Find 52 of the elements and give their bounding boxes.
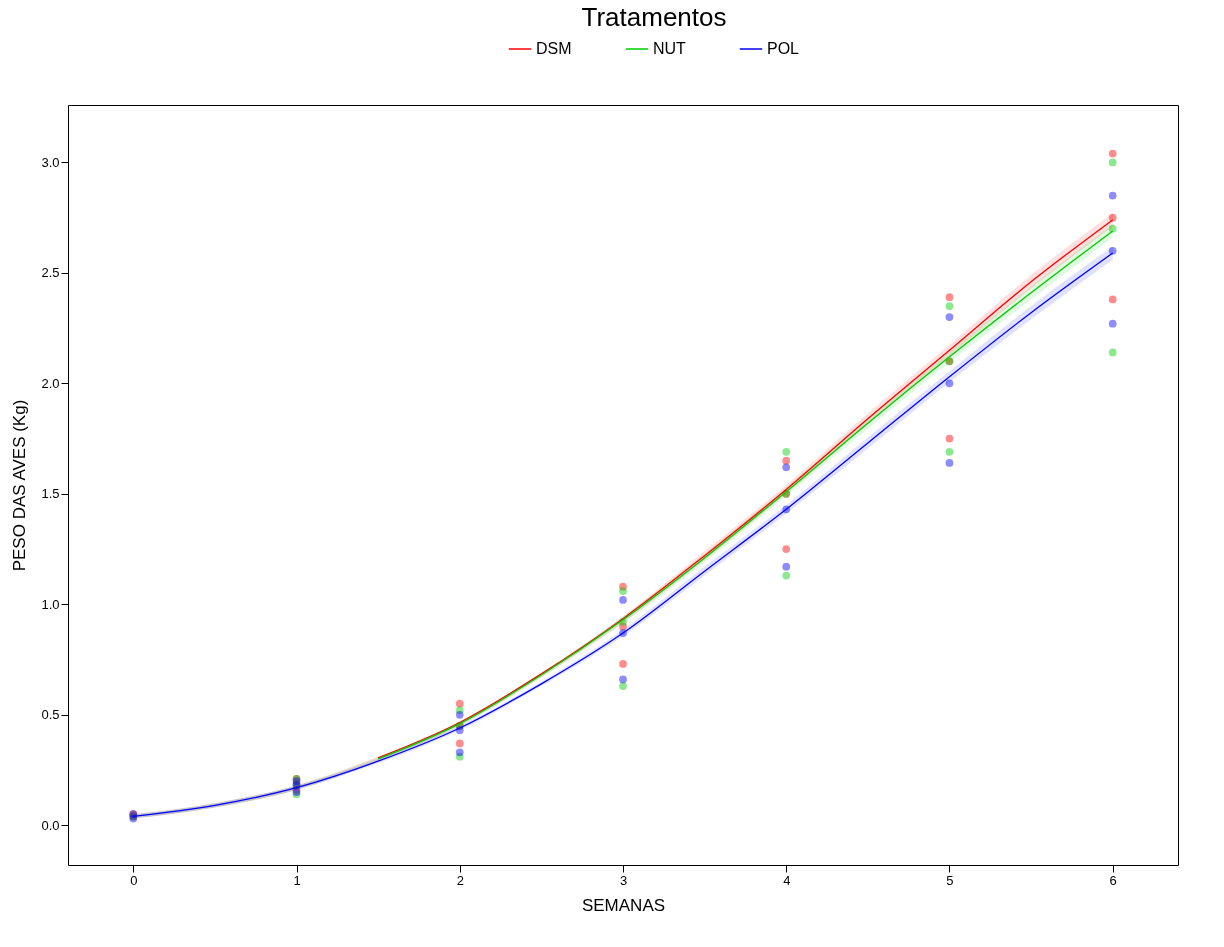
x-tick-label: 1: [293, 872, 301, 888]
point: [782, 545, 791, 553]
x-tick-label: 5: [946, 872, 954, 888]
y-tick-label: 1.5: [41, 486, 60, 502]
legend-label: NUT: [653, 40, 687, 57]
point: [1108, 149, 1117, 158]
point: [945, 313, 954, 321]
point: [1108, 246, 1117, 255]
y-tick-label: 0.0: [41, 817, 60, 833]
point: [1108, 319, 1117, 328]
point: [619, 660, 627, 668]
y-tick-label: 2.5: [41, 265, 60, 281]
point: [782, 571, 791, 580]
x-tick-label: 3: [619, 872, 628, 888]
y-tick-label: 0.5: [41, 707, 60, 723]
point: [1108, 295, 1117, 304]
point: [945, 448, 954, 456]
point: [619, 629, 627, 637]
point: [945, 459, 954, 467]
point: [945, 434, 954, 443]
x-tick-label: 6: [1109, 872, 1117, 888]
point: [619, 682, 627, 690]
point: [1108, 191, 1117, 200]
legend-label: POL: [767, 40, 800, 57]
y-tick-label: 3.0: [41, 154, 60, 170]
point: [619, 596, 627, 604]
y-tick-label: 1.0: [41, 596, 60, 612]
x-axis-title: SEMANAS: [581, 895, 666, 915]
x-tick-label: 2: [456, 872, 464, 888]
point: [782, 456, 791, 465]
point: [1108, 348, 1117, 357]
x-tick-label: 0: [130, 872, 138, 888]
point: [1108, 224, 1117, 233]
point: [619, 675, 627, 684]
y-tick-label: 2.0: [41, 375, 60, 391]
point: [782, 463, 791, 472]
point: [1108, 213, 1117, 222]
y-axis-title: PESO DAS AVES (Kg): [10, 399, 30, 572]
legend-title: Tratamentos: [581, 2, 727, 32]
point: [455, 748, 464, 757]
point: [455, 739, 464, 748]
point: [945, 379, 954, 388]
x-tick-label: 4: [783, 872, 791, 888]
point: [945, 293, 954, 302]
point: [455, 710, 464, 719]
point: [455, 699, 464, 708]
point: [945, 302, 954, 310]
point: [782, 448, 791, 456]
point: [782, 562, 791, 571]
point: [619, 587, 627, 595]
point: [1108, 158, 1117, 167]
legend-label: DSM: [536, 40, 572, 57]
